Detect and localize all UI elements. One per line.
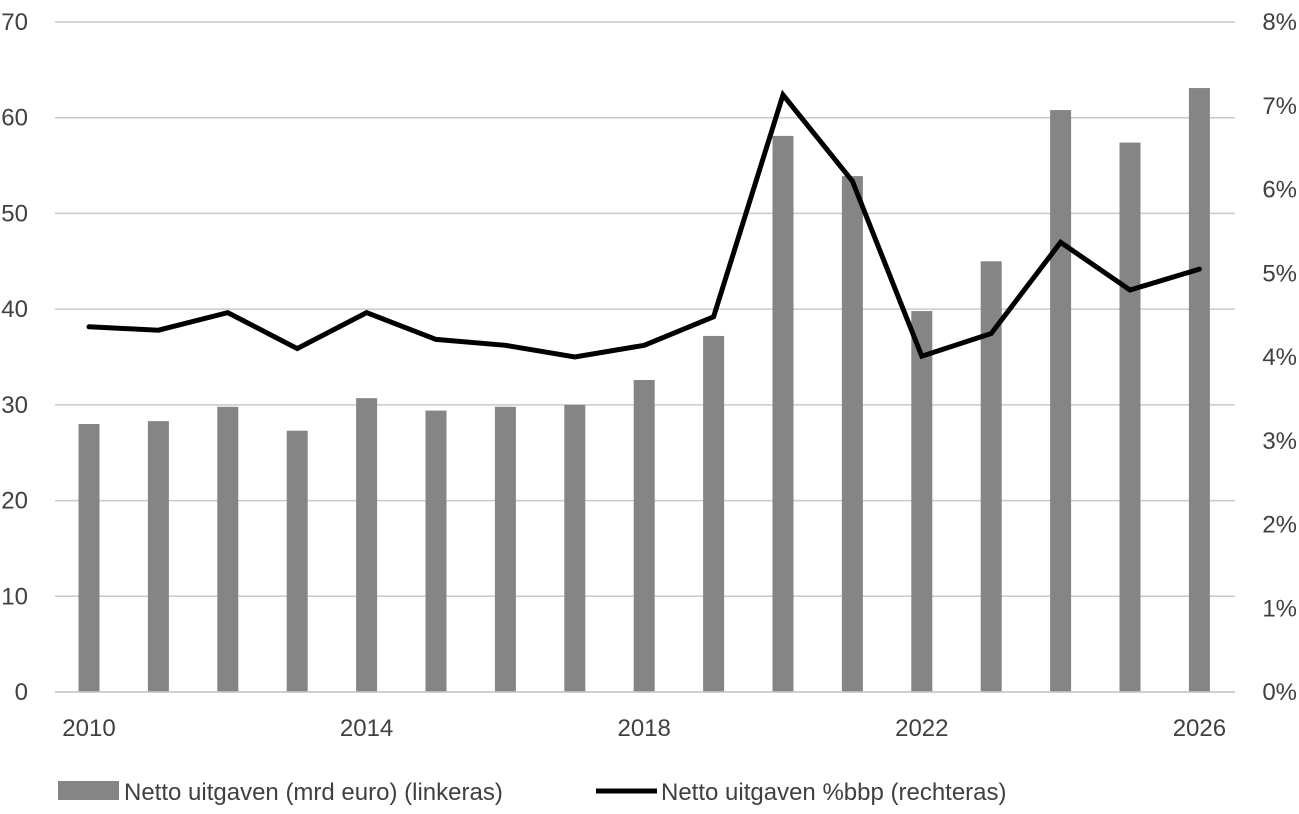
- y-left-tick-label: 60: [1, 105, 28, 132]
- y-right-tick-label: 2%: [1262, 512, 1297, 539]
- y-right-tick-label: 1%: [1262, 595, 1297, 622]
- y-left-tick-label: 50: [1, 200, 28, 227]
- bar: [1188, 88, 1210, 693]
- y-left-tick-label: 0: [15, 679, 28, 706]
- x-tick-label: 2010: [62, 715, 115, 742]
- x-axis: 2010 2014 2018 2022 2026: [55, 691, 1235, 742]
- bar: [1119, 142, 1141, 693]
- right-axis: 0% 1% 2% 3% 4% 5% 6% 7% 8%: [1262, 9, 1297, 706]
- bar: [1050, 110, 1072, 693]
- bar: [286, 430, 308, 692]
- line-series: [86, 89, 1202, 360]
- bar: [564, 404, 586, 692]
- bar: [703, 335, 725, 692]
- y-right-tick-label: 0%: [1262, 679, 1297, 706]
- y-left-tick-label: 10: [1, 583, 28, 610]
- x-tick-label: 2022: [895, 715, 948, 742]
- legend: Netto uitgaven (mrd euro) (linkeras) Net…: [58, 779, 1007, 806]
- bar: [217, 406, 239, 692]
- bar: [78, 424, 100, 692]
- bar: [425, 410, 447, 692]
- bar: [911, 311, 933, 692]
- bar: [494, 406, 516, 692]
- line-path: [86, 89, 1202, 360]
- bar: [841, 176, 863, 693]
- x-tick-label: 2014: [340, 715, 393, 742]
- x-tick-label: 2018: [618, 715, 671, 742]
- legend-label-bars: Netto uitgaven (mrd euro) (linkeras): [124, 779, 503, 806]
- bar-series: [78, 88, 1210, 693]
- bar: [147, 421, 169, 692]
- bar: [772, 135, 794, 692]
- y-right-tick-label: 4%: [1262, 344, 1297, 371]
- y-left-tick-label: 20: [1, 488, 28, 515]
- y-left-tick-label: 30: [1, 392, 28, 419]
- y-left-tick-label: 40: [1, 296, 28, 323]
- y-right-tick-label: 6%: [1262, 177, 1297, 204]
- y-left-tick-label: 70: [1, 9, 28, 36]
- y-right-tick-label: 8%: [1262, 9, 1297, 36]
- y-right-tick-label: 3%: [1262, 428, 1297, 455]
- bar: [633, 379, 655, 692]
- left-axis: 0 10 20 30 40 50 60 70: [1, 9, 28, 706]
- bar: [980, 261, 1002, 692]
- x-tick-label: 2026: [1173, 715, 1226, 742]
- bar: [356, 398, 378, 692]
- legend-label-line: Netto uitgaven %bbp (rechteras): [661, 779, 1007, 806]
- y-right-tick-label: 7%: [1262, 93, 1297, 120]
- y-right-tick-label: 5%: [1262, 260, 1297, 287]
- legend-swatch-bars: [58, 781, 119, 800]
